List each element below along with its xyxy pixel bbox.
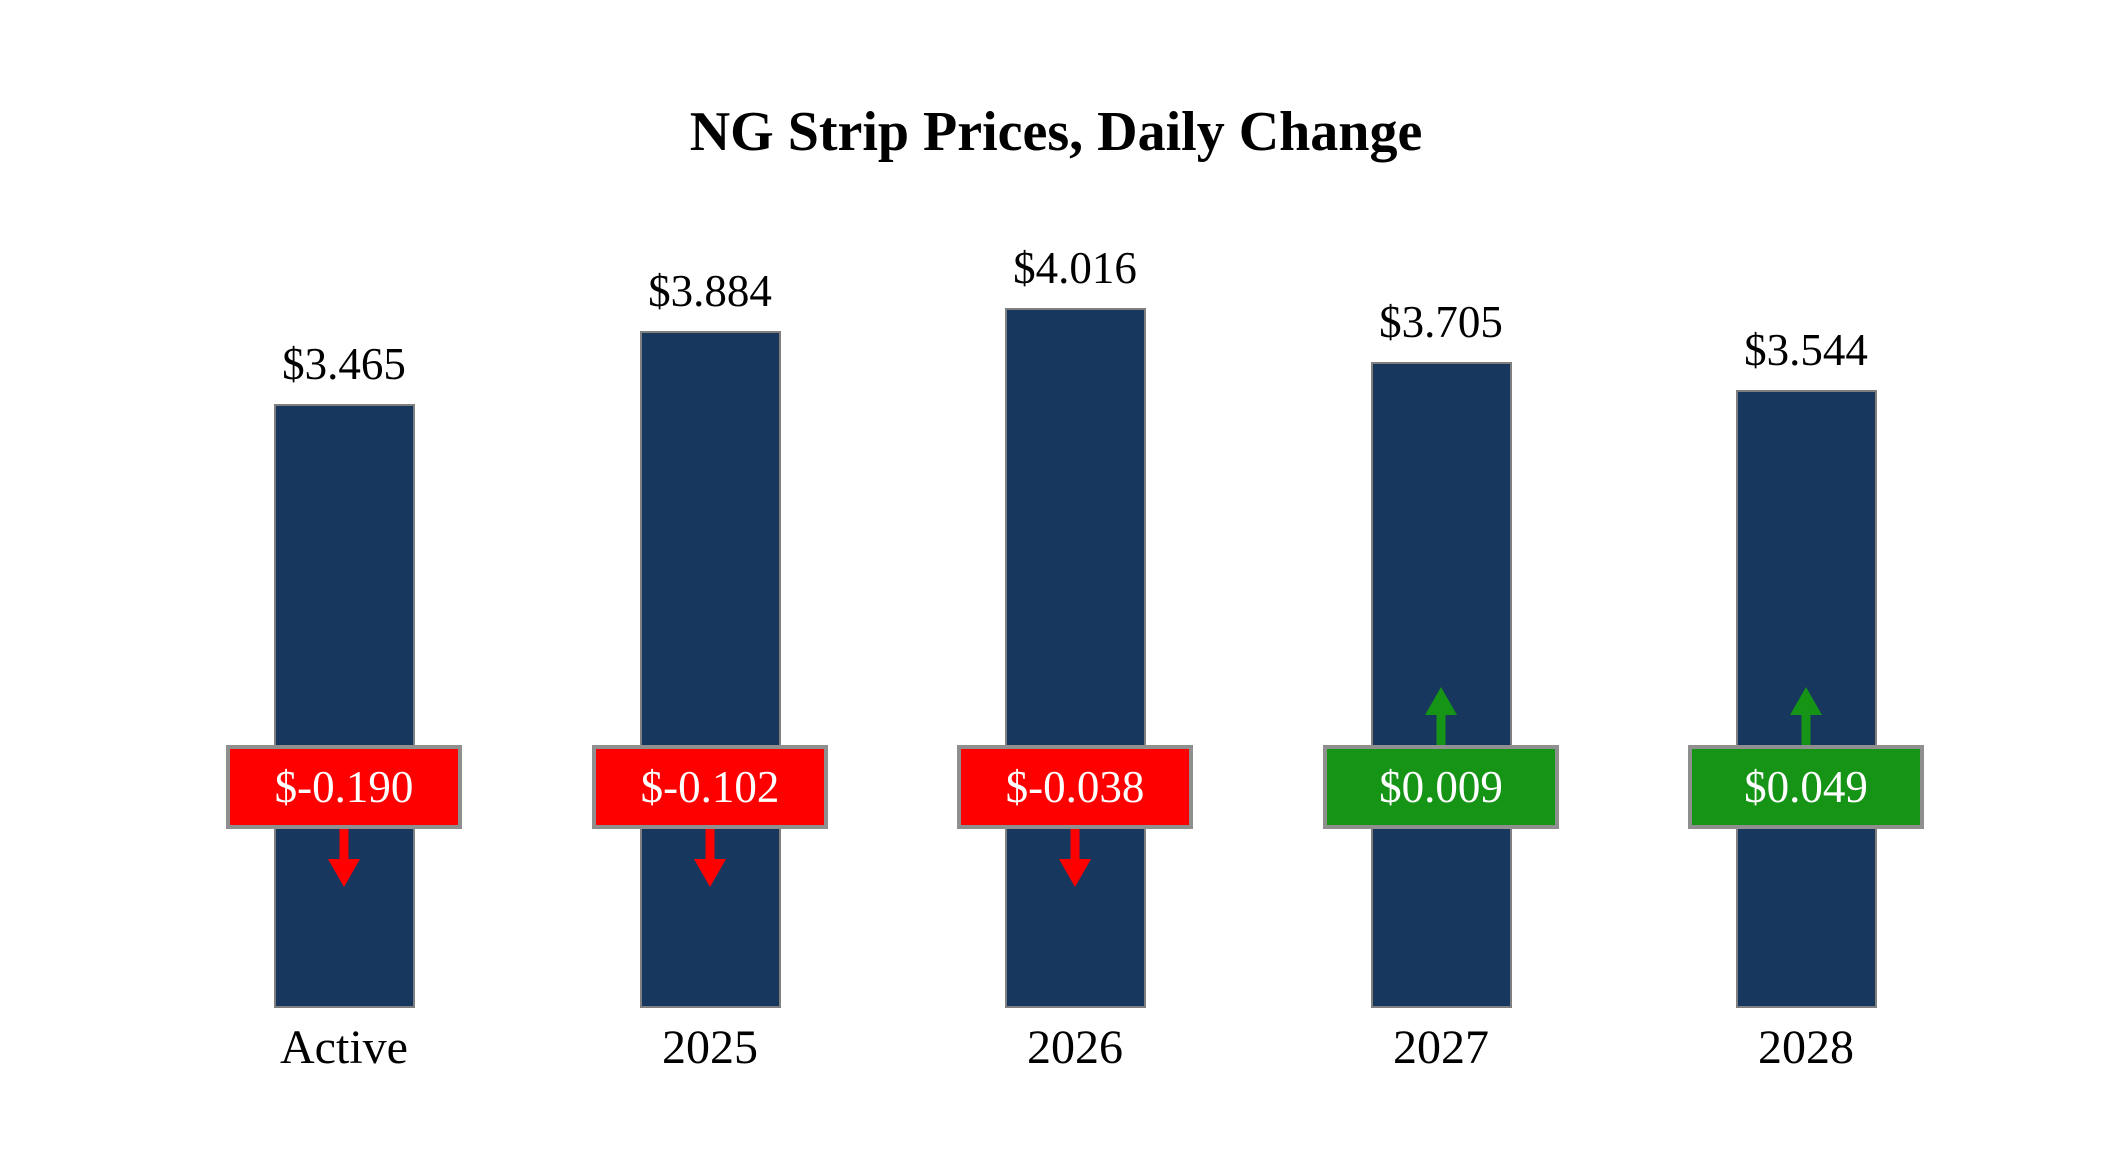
down-arrow-icon: [686, 827, 734, 889]
bar: [639, 331, 781, 1008]
change-badge-positive: $0.009: [1323, 745, 1559, 829]
bar-value-label: $4.016: [1013, 243, 1137, 293]
bar-value-label: $3.884: [648, 266, 772, 316]
down-arrow-icon: [1051, 827, 1099, 889]
down-arrow-icon: [320, 827, 368, 889]
category-label: Active: [280, 1021, 408, 1074]
up-arrow-icon: [1417, 685, 1465, 747]
bar: [273, 404, 415, 1008]
bar: [1370, 362, 1512, 1008]
bar-value-label: $3.705: [1379, 297, 1503, 347]
category-label: 2025: [662, 1021, 758, 1074]
category-label: 2027: [1393, 1021, 1489, 1074]
bar-value-label: $3.544: [1744, 325, 1868, 375]
category-label: 2026: [1027, 1021, 1123, 1074]
change-badge-negative: $-0.190: [226, 745, 462, 829]
change-badge-negative: $-0.102: [592, 745, 828, 829]
up-arrow-icon: [1782, 685, 1830, 747]
bar-value-label: $3.465: [282, 339, 406, 389]
change-badge-positive: $0.049: [1688, 745, 1924, 829]
category-label: 2028: [1758, 1021, 1854, 1074]
chart-title: NG Strip Prices, Daily Change: [689, 101, 1423, 163]
bar: [1004, 308, 1146, 1008]
change-badge-negative: $-0.038: [957, 745, 1193, 829]
